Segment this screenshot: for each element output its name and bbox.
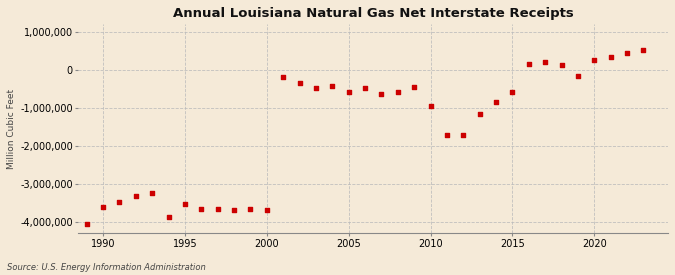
Point [605,54,616,59]
Point [376,92,387,97]
Point [360,86,371,90]
Point [130,194,141,199]
Point [277,75,288,79]
Point [98,205,109,210]
Point [425,104,436,108]
Point [589,58,600,62]
Point [245,207,256,211]
Point [196,207,207,211]
Point [294,81,305,86]
Point [475,112,485,116]
Point [392,89,403,94]
Point [229,207,240,212]
Point [212,206,223,211]
Point [523,62,534,66]
Title: Annual Louisiana Natural Gas Net Interstate Receipts: Annual Louisiana Natural Gas Net Interst… [173,7,574,20]
Text: Source: U.S. Energy Information Administration: Source: U.S. Energy Information Administ… [7,263,205,272]
Point [507,89,518,94]
Point [540,60,551,64]
Point [458,133,468,137]
Point [556,63,567,68]
Point [572,73,583,78]
Point [81,222,92,226]
Point [409,85,420,89]
Point [114,200,125,204]
Point [327,84,338,89]
Point [638,48,649,52]
Point [180,202,190,206]
Y-axis label: Million Cubic Feet: Million Cubic Feet [7,89,16,169]
Point [344,90,354,94]
Point [441,133,452,137]
Point [146,191,157,196]
Point [622,51,632,55]
Point [261,208,272,213]
Point [310,86,321,90]
Point [491,100,502,104]
Point [163,215,174,219]
